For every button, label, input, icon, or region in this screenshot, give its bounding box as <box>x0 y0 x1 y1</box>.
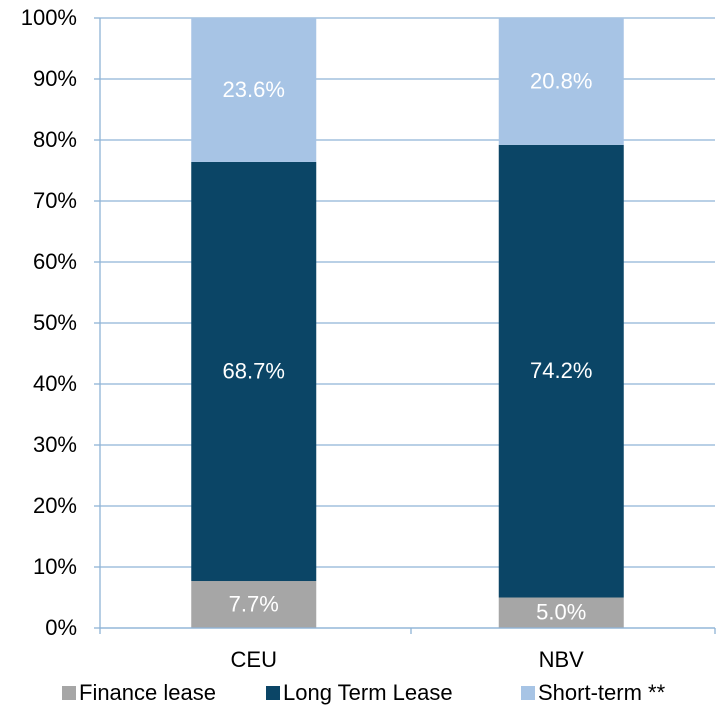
legend-label: Short-term ** <box>538 680 666 705</box>
value-label: 7.7% <box>229 591 279 616</box>
legend-swatch <box>62 686 76 700</box>
value-label: 5.0% <box>536 600 586 625</box>
value-label: 68.7% <box>223 358 285 383</box>
y-tick-label: 60% <box>33 249 77 274</box>
legend-swatch <box>521 686 535 700</box>
bar-segment <box>498 144 624 598</box>
y-tick-label: 30% <box>33 432 77 457</box>
legend-swatch <box>266 686 280 700</box>
value-label: 74.2% <box>530 358 592 383</box>
y-tick-label: 100% <box>21 5 77 30</box>
bar-segment <box>191 581 317 628</box>
value-label: 23.6% <box>223 77 285 102</box>
legend-label: Long Term Lease <box>283 680 453 705</box>
value-label: 20.8% <box>530 68 592 93</box>
y-tick-label: 20% <box>33 493 77 518</box>
x-tick-label: CEU <box>231 647 277 672</box>
legend-label: Finance lease <box>79 680 216 705</box>
bar-segment <box>498 597 624 628</box>
bar-segment <box>498 18 624 145</box>
y-tick-label: 10% <box>33 554 77 579</box>
bar-segment <box>191 161 317 582</box>
y-tick-label: 0% <box>45 615 77 640</box>
y-tick-label: 80% <box>33 127 77 152</box>
y-tick-label: 50% <box>33 310 77 335</box>
x-tick-label: NBV <box>539 647 585 672</box>
y-tick-label: 40% <box>33 371 77 396</box>
bar-segment <box>191 18 317 162</box>
y-tick-label: 70% <box>33 188 77 213</box>
y-tick-label: 90% <box>33 66 77 91</box>
